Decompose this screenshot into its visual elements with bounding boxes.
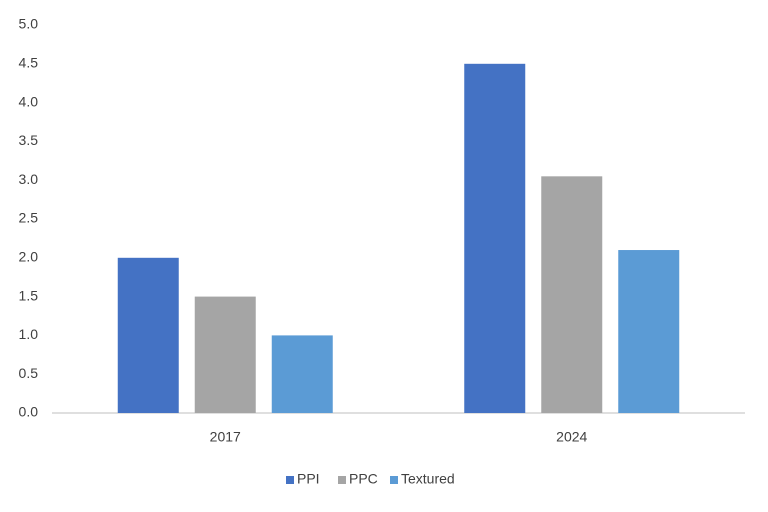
legend-swatch [390,476,398,484]
legend-swatch [286,476,294,484]
legend-label: Textured [401,471,455,487]
bar [117,257,179,413]
y-tick-label: 0.0 [19,404,39,420]
bar [618,250,680,413]
x-tick-label: 2024 [556,429,587,445]
y-tick-label: 5.0 [19,16,39,32]
bar [194,296,256,413]
bar [271,335,333,413]
y-tick-label: 1.5 [19,287,39,303]
legend-label: PPI [297,471,320,487]
y-tick-label: 1.0 [19,326,39,342]
bar [464,63,526,414]
y-tick-label: 4.0 [19,93,39,109]
x-tick-label: 2017 [210,429,241,445]
y-tick-label: 2.0 [19,249,39,265]
bar [541,176,603,413]
legend-label: PPC [349,471,378,487]
y-tick-label: 4.5 [19,55,39,71]
y-tick-label: 3.0 [19,171,39,187]
legend-swatch [338,476,346,484]
y-tick-label: 0.5 [19,365,39,381]
y-tick-label: 2.5 [19,210,39,226]
y-tick-label: 3.5 [19,132,39,148]
